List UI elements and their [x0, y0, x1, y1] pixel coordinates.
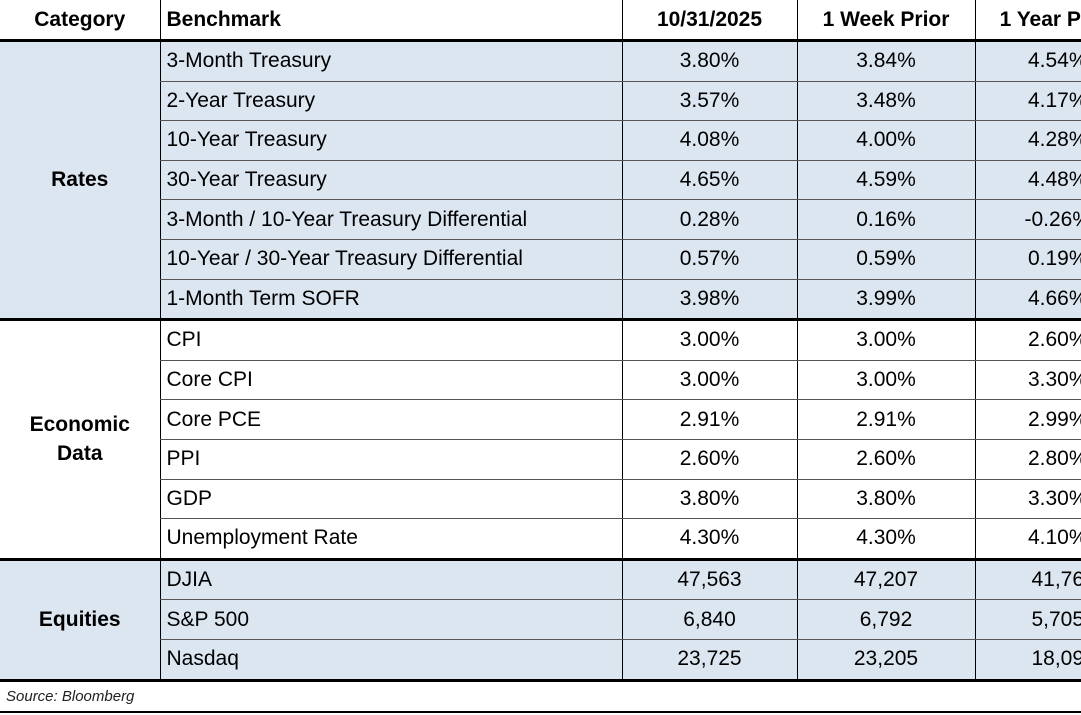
benchmark-cell: DJIA	[159, 559, 622, 601]
value-cell: 3.80%	[621, 40, 797, 82]
value-cell: 3.00%	[796, 319, 975, 361]
benchmark-cell: 10-Year / 30-Year Treasury Differential	[159, 239, 622, 280]
value-cell: 2.60%	[621, 439, 797, 480]
benchmark-cell: 1-Month Term SOFR	[159, 279, 622, 322]
value-cell: 3.84%	[796, 40, 975, 82]
value-cell: 3.00%	[796, 360, 975, 401]
value-cell: 3.30%	[974, 360, 1081, 401]
table-container: Category Benchmark 10/31/2025 1 Week Prior 1…	[0, 0, 1081, 682]
benchmark-cell: Nasdaq	[159, 639, 622, 682]
bottom-rule	[0, 711, 1081, 713]
value-cell: 3.48%	[796, 81, 975, 122]
value-cell: 4.28%	[974, 120, 1081, 161]
value-cell: 6,840	[621, 599, 797, 640]
column-header: 1 Year Prior	[974, 0, 1081, 42]
value-cell: 6,792	[796, 599, 975, 640]
value-cell: 4.59%	[796, 160, 975, 201]
benchmark-cell: Core CPI	[159, 360, 622, 401]
value-cell: 47,207	[796, 559, 975, 601]
header-row: Category Benchmark 10/31/2025 1 Week Prior 1…	[0, 0, 1081, 42]
value-cell: 3.00%	[621, 360, 797, 401]
value-cell: 4.66%	[974, 279, 1081, 322]
value-cell: 4.10%	[974, 518, 1081, 561]
column-header: Benchmark	[159, 0, 622, 42]
value-cell: 0.59%	[796, 239, 975, 280]
value-cell: 18,09	[974, 639, 1081, 682]
benchmark-cell: Unemployment Rate	[159, 518, 622, 561]
benchmark-cell: 10-Year Treasury	[159, 120, 622, 161]
benchmark-cell: 2-Year Treasury	[159, 81, 622, 122]
benchmark-cell: 30-Year Treasury	[159, 160, 622, 201]
value-cell: 2.91%	[796, 399, 975, 440]
table-row: Nasdaq 23,725 23,205 18,09	[0, 639, 1081, 682]
value-cell: 3.98%	[621, 279, 797, 322]
value-cell: 4.00%	[796, 120, 975, 161]
value-cell: 0.19%	[974, 239, 1081, 280]
category-cell: Rates	[0, 40, 160, 322]
value-cell: 2.99%	[974, 399, 1081, 440]
value-cell: 2.91%	[621, 399, 797, 440]
value-cell: -0.26%	[974, 199, 1081, 240]
value-cell: 4.17%	[974, 81, 1081, 122]
value-cell: 23,205	[796, 639, 975, 682]
value-cell: 0.16%	[796, 199, 975, 240]
value-cell: 47,563	[621, 559, 797, 601]
value-cell: 2.60%	[974, 319, 1081, 361]
value-cell: 0.28%	[621, 199, 797, 240]
table-row: 3-Month / 10-Year Treasury Differential 0…	[0, 199, 1081, 240]
value-cell: 41,76	[974, 559, 1081, 601]
value-cell: 2.60%	[796, 439, 975, 480]
category-cell: Economic Data	[0, 319, 160, 561]
value-cell: 2.80%	[974, 439, 1081, 480]
column-header: Category	[0, 0, 160, 42]
column-header: 1 Week Prior	[796, 0, 975, 42]
column-header: 10/31/2025	[621, 0, 797, 42]
value-cell: 4.48%	[974, 160, 1081, 201]
benchmark-table: Category Benchmark 10/31/2025 1 Week Prior 1…	[0, 0, 1081, 682]
value-cell: 4.54%	[974, 40, 1081, 82]
value-cell: 5,705	[974, 599, 1081, 640]
source-note: Source: Bloomberg	[6, 688, 135, 705]
table-row: 10-Year / 30-Year Treasury Differential 0…	[0, 239, 1081, 280]
benchmark-cell: GDP	[159, 479, 622, 520]
value-cell: 4.30%	[621, 518, 797, 561]
value-cell: 3.99%	[796, 279, 975, 322]
value-cell: 23,725	[621, 639, 797, 682]
value-cell: 4.30%	[796, 518, 975, 561]
category-cell: Equities	[0, 559, 160, 682]
benchmark-cell: 3-Month Treasury	[159, 40, 622, 82]
value-cell: 3.57%	[621, 81, 797, 122]
value-cell: 3.80%	[796, 479, 975, 520]
value-cell: 4.08%	[621, 120, 797, 161]
benchmark-cell: S&P 500	[159, 599, 622, 640]
benchmark-cell: 3-Month / 10-Year Treasury Differential	[159, 199, 622, 240]
value-cell: 3.30%	[974, 479, 1081, 520]
value-cell: 3.80%	[621, 479, 797, 520]
value-cell: 4.65%	[621, 160, 797, 201]
benchmark-cell: PPI	[159, 439, 622, 480]
benchmark-cell: Core PCE	[159, 399, 622, 440]
value-cell: 0.57%	[621, 239, 797, 280]
table-row: S&P 500 6,840 6,792 5,705	[0, 599, 1081, 640]
value-cell: 3.00%	[621, 319, 797, 361]
table-row: Equities DJIA 47,563 47,207 41,76	[0, 559, 1081, 682]
benchmark-cell: CPI	[159, 319, 622, 361]
